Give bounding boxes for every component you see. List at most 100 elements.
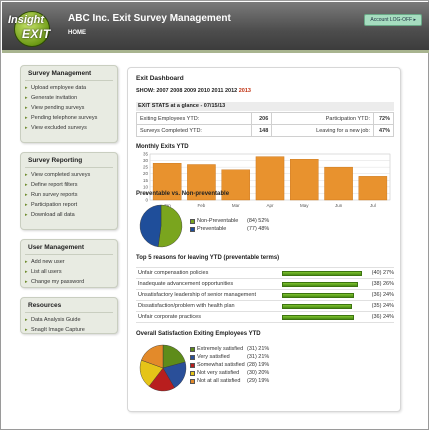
stat-label: Leaving for a new job: — [271, 124, 374, 137]
show-label: SHOW: — [136, 88, 155, 94]
stat-value: 72% — [373, 112, 394, 125]
panel-title: Survey Reporting — [25, 157, 113, 168]
sidebar-item-view-completed-surveys[interactable]: View completed surveys — [25, 170, 113, 180]
legend-value: (31) 21% — [247, 346, 270, 352]
sidebar-item-data-analysis-guide[interactable]: Data Analysis Guide — [25, 315, 113, 325]
home-link[interactable]: HOME — [68, 30, 86, 36]
reason-label: Unsatisfactory leadership of senior mana… — [138, 292, 257, 298]
y-tick-label: 5 — [145, 191, 148, 196]
reasons-chart: Unfair compensation policies (40) 27% Inad… — [136, 267, 394, 323]
legend-value: (28) 19% — [247, 362, 270, 368]
bar — [152, 162, 182, 201]
reason-value: (36) 24% — [371, 314, 394, 320]
panel-title: Survey Management — [25, 70, 113, 81]
stat-label: Surveys Completed YTD: — [135, 124, 253, 137]
reason-label: Unfair compensation policies — [138, 270, 209, 276]
x-tick-label: Jan — [164, 203, 172, 208]
sidebar-item-view-pending-surveys[interactable]: View pending surveys — [25, 103, 113, 113]
legend-label: Not at all satisfied — [197, 378, 241, 384]
legend-label: Very satisfied — [197, 354, 230, 360]
stat-label: Exiting Employees YTD: — [135, 112, 253, 125]
bar — [358, 176, 388, 201]
sidebar-item-list-all-users[interactable]: List all users — [25, 267, 113, 277]
satisfaction-pie-chart — [139, 344, 187, 392]
sidebar-item-pending-telephone-surveys[interactable]: Pending telephone surveys — [25, 113, 113, 123]
current-year: 2013 — [238, 88, 251, 94]
pie-slice — [157, 204, 183, 248]
reason-bar — [282, 293, 354, 298]
pie-slice — [141, 344, 164, 369]
legend-label: Non-Preventable — [197, 218, 239, 224]
logo-disc — [14, 11, 50, 47]
y-tick-label: 0 — [145, 198, 148, 203]
y-tick-label: 25 — [143, 165, 149, 170]
year-link[interactable]: 2007 — [156, 88, 169, 94]
sidebar-item-run-survey-reports[interactable]: Run survey reports — [25, 190, 113, 200]
legend-value: (31) 21% — [247, 354, 270, 360]
sidebar-item-view-excluded-surveys[interactable]: View excluded surveys — [25, 123, 113, 133]
preventable-title: Preventable vs. Non-preventable — [136, 191, 230, 197]
legend-label: Preventable — [197, 226, 227, 232]
year-link[interactable]: 2011 — [211, 88, 224, 94]
legend-swatch — [190, 362, 195, 368]
dashboard-title: Exit Dashboard — [136, 75, 184, 82]
y-tick-label: 20 — [143, 171, 149, 176]
reason-row: Unsatisfactory leadership of senior mana… — [136, 290, 394, 301]
survey-management-panel: Survey Management Upload employee data G… — [20, 65, 118, 143]
year-link[interactable]: 2012 — [224, 88, 238, 94]
bar — [255, 156, 285, 201]
reason-row: Unfair corporate practices (36) 24% — [136, 312, 394, 323]
app-header: Insight EXIT ABC Inc. Exit Survey Manage… — [2, 2, 429, 50]
year-selector: SHOW: 2007 2008 2009 2010 2011 2012 2013 — [136, 88, 251, 94]
panel-title: User Management — [25, 244, 113, 255]
sidebar-item-change-my-password[interactable]: Change my password — [25, 277, 113, 287]
user-management-panel: User Management Add new user List all us… — [20, 239, 118, 288]
stat-value: 47% — [373, 124, 394, 137]
sidebar-item-define-report-filters[interactable]: Define report filters — [25, 180, 113, 190]
sidebar-item-upload-employee-data[interactable]: Upload employee data — [25, 83, 113, 93]
year-link[interactable]: 2010 — [197, 88, 210, 94]
bar — [324, 166, 353, 201]
x-tick-label: Mar — [232, 203, 240, 208]
stat-label: Participation YTD: — [271, 112, 374, 125]
preventable-pie-chart — [139, 204, 183, 248]
table-row: Surveys Completed YTD: 148 Leaving for a… — [135, 124, 394, 137]
y-tick-label: 30 — [143, 158, 149, 163]
bar — [290, 159, 319, 201]
preventable-legend: Non-Preventable (84) 52% Preventable (77) 4… — [190, 217, 269, 233]
header-divider — [2, 50, 429, 53]
sidebar-item-participation-report[interactable]: Participation report — [25, 200, 113, 210]
y-tick-label: 35 — [143, 152, 149, 157]
reason-value: (38) 26% — [371, 281, 394, 287]
bar — [221, 169, 250, 201]
x-tick-label: Jun — [335, 203, 343, 208]
legend-label: Extremely satisfied — [197, 346, 244, 352]
sidebar-item-snagit-image-capture[interactable]: SnagIt Image Capture — [25, 325, 113, 335]
y-tick-label: 15 — [143, 178, 149, 183]
sidebar-item-generate-invitation[interactable]: Generate invitation — [25, 93, 113, 103]
reason-bar — [282, 271, 362, 276]
survey-reporting-panel: Survey Reporting View completed surveys … — [20, 152, 118, 230]
sidebar-item-download-all-data[interactable]: Download all data — [25, 210, 113, 220]
stat-value: 148 — [251, 124, 273, 137]
pie-slice — [139, 204, 162, 248]
reason-label: Inadequate advancement opportunities — [138, 281, 234, 287]
insight-exit-logo[interactable]: Insight EXIT — [8, 8, 56, 47]
logoff-button[interactable]: Account LOG-OFF ▸ — [364, 14, 422, 26]
legend-label: Not very satisfied — [197, 370, 240, 376]
year-link[interactable]: 2009 — [183, 88, 197, 94]
reason-label: Unfair corporate practices — [138, 314, 201, 320]
panel-title: Resources — [25, 302, 113, 313]
y-tick-label: 10 — [143, 184, 149, 189]
stat-value: 206 — [251, 112, 273, 125]
reason-row: Unfair compensation policies (40) 27% — [136, 268, 394, 279]
reason-row: Inadequate advancement opportunities (38)… — [136, 279, 394, 290]
x-tick-label: Feb — [198, 203, 206, 208]
sidebar-item-add-new-user[interactable]: Add new user — [25, 257, 113, 267]
x-tick-label: May — [300, 203, 309, 208]
resources-panel: Resources Data Analysis Guide SnagIt Ima… — [20, 297, 118, 334]
legend-item: Somewhat satisfied (28) 19% — [190, 361, 269, 369]
year-link[interactable]: 2008 — [170, 88, 183, 94]
